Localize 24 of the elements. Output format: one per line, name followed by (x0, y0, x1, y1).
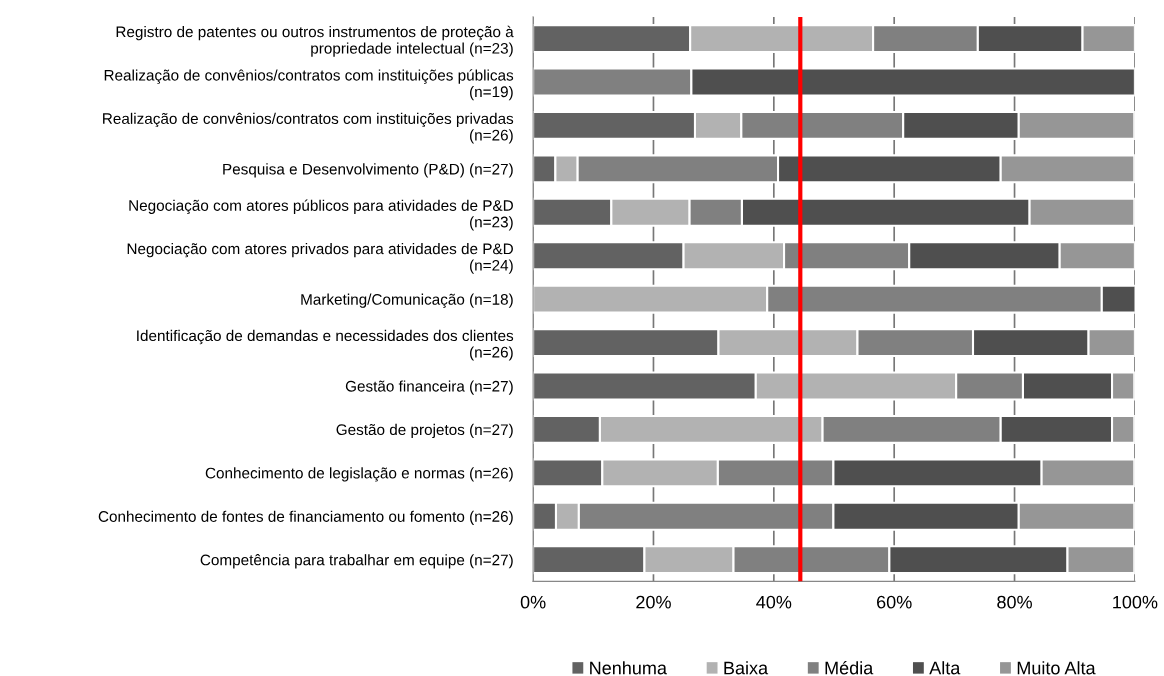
y-tick-label: Negociação com atores privados para atividades de P&D (n=24) (127, 243, 513, 274)
legend-label: Baixa (724, 661, 769, 675)
y-tick-label: Gestão de projetos (n=27) (336, 423, 513, 439)
legend-label: Alta (929, 661, 961, 675)
y-tick-label: Pesquisa e Desenvolvimento (P&D) (n=27) (223, 163, 513, 178)
y-tick-label: Conhecimento de fontes de financiamento ou fomento (n=26) (98, 510, 513, 525)
y-tick-label: Marketing/Comunicação (n=18) (301, 293, 513, 308)
x-tick-label: 20% (636, 595, 671, 609)
x-tick-label: 100% (1113, 595, 1158, 609)
y-tick-label: Gestão financeira (n=27) (345, 380, 513, 395)
y-tick-label: Registro de patentes ou outros instrumentos de proteção à propriedade intelectual (n=23) (116, 25, 514, 57)
y-tick-label: Identificação de demandas e necessidades dos clientes (n=26) (137, 329, 514, 361)
legend-label: Muito Alta (1017, 661, 1096, 675)
x-tick-label: 0% (520, 595, 546, 609)
y-tick-label: Conhecimento de legislação e normas (n=26) (205, 467, 513, 482)
legend-label: Média (825, 660, 874, 675)
y-tick-label: Realização de convênios/contratos com instituições públicas (n=19) (104, 69, 514, 101)
y-tick-label: Realização de convênios/contratos com instituições privadas (n=26) (103, 112, 514, 144)
x-tick-label: 40% (756, 595, 792, 609)
x-tick-label: 60% (877, 595, 912, 609)
x-tick-label: 80% (997, 595, 1032, 609)
y-tick-label: Competência para trabalhar em equipe (n=27) (200, 554, 513, 569)
y-tick-label: Negociação com atores públicos para atividades de P&D (n=23) (129, 199, 513, 231)
legend-label: Nenhuma (590, 661, 667, 675)
